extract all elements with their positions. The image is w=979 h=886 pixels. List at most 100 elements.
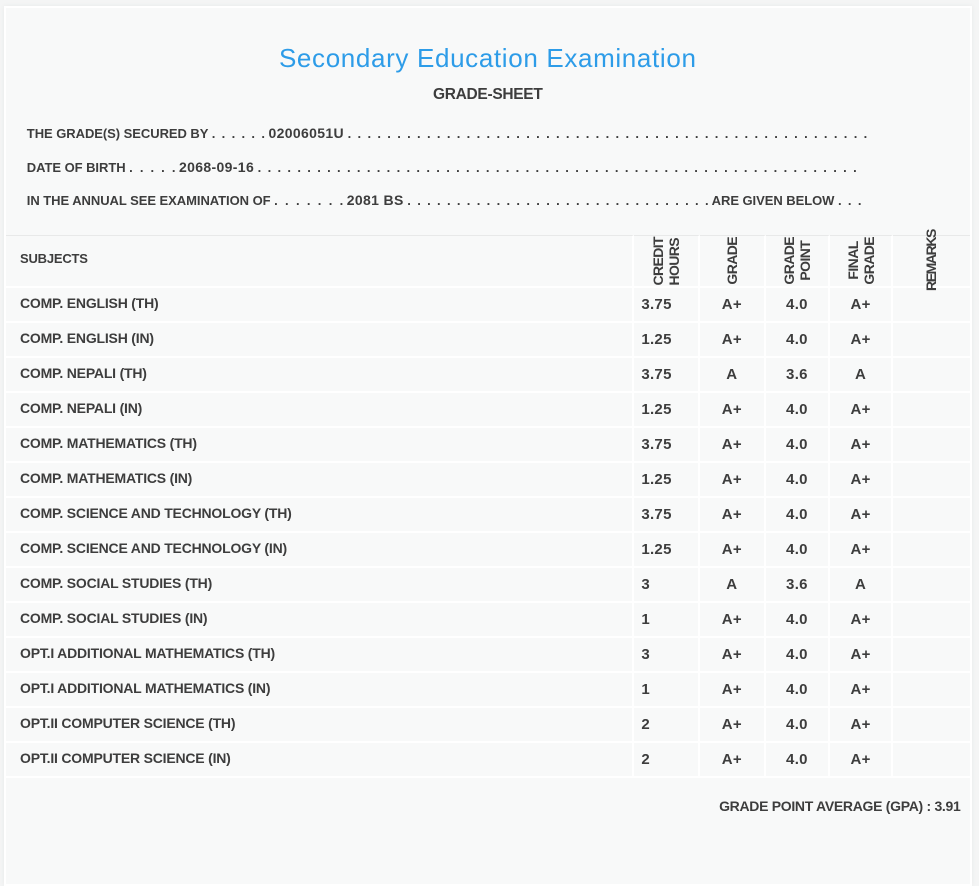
- grade-cell: A+: [699, 497, 767, 533]
- grade-cell: A+: [699, 672, 767, 708]
- subject-cell: OPT.II COMPUTER SCIENCE (IN): [6, 742, 635, 778]
- grade-cell: A+: [699, 322, 767, 358]
- date-of-birth-line: DATE OF BIRTH . . . . . 2068-09-16 . . .…: [6, 157, 970, 178]
- table-row: OPT.II COMPUTER SCIENCE (IN) 2 A+ 4.0 A+: [6, 742, 970, 778]
- final-grade-cell: A+: [829, 497, 894, 533]
- final-grade-cell: A+: [829, 637, 894, 673]
- subject-cell: COMP. ENGLISH (TH): [6, 287, 635, 323]
- column-header-grade: GRADE: [699, 235, 767, 288]
- table-row: COMP. MATHEMATICS (IN) 1.25 A+ 4.0 A+: [6, 462, 970, 498]
- final-grade-cell: A+: [829, 392, 894, 428]
- grade-cell: A: [699, 567, 767, 603]
- credit-hours-cell: 3: [634, 637, 700, 673]
- gpa-value: 3.91: [934, 798, 961, 815]
- remarks-cell: [893, 463, 970, 498]
- grade-point-cell: 4.0: [766, 287, 830, 323]
- vertical-text-wrap: FINAL GRADE: [844, 237, 877, 285]
- grade-point-cell: 4.0: [766, 532, 830, 568]
- are-given-below-text: ARE GIVEN BELOW: [711, 192, 835, 208]
- final-grade-cell: A: [829, 357, 894, 393]
- grade-table-footer: GRADE POINT AVERAGE (GPA) : 3.91: [6, 778, 970, 848]
- grade-point-cell: 4.0: [766, 602, 830, 638]
- remarks-cell: [893, 568, 970, 603]
- vertical-text-wrap: GRADE POINT: [780, 237, 813, 285]
- remarks-cell: [893, 533, 970, 568]
- credit-hours-cell: 1: [634, 602, 700, 638]
- credit-hours-cell: 1.25: [634, 322, 700, 358]
- subject-cell: OPT.I ADDITIONAL MATHEMATICS (IN): [6, 672, 635, 708]
- grade-cell: A: [699, 357, 767, 393]
- credit-hours-cell: 2: [634, 742, 700, 778]
- column-header-remarks: REMARKS: [893, 230, 970, 292]
- gpa-cell: GRADE POINT AVERAGE (GPA) : 3.91: [6, 778, 970, 848]
- subject-cell: COMP. MATHEMATICS (IN): [6, 462, 635, 498]
- credit-hours-cell: 1.25: [634, 532, 700, 568]
- middle-dots: . . . . . . . . . . . . . . . . . . . . …: [407, 192, 709, 208]
- grade-point-cell: 4.0: [766, 462, 830, 498]
- table-row: COMP. NEPALI (IN) 1.25 A+ 4.0 A+: [6, 392, 970, 428]
- gpa-row: GRADE POINT AVERAGE (GPA) : 3.91: [6, 778, 970, 848]
- remarks-cell: [893, 323, 970, 358]
- leader-dots: . . . . . . .: [274, 192, 344, 208]
- remarks-cell: [893, 498, 970, 533]
- grade-cell: A+: [699, 532, 767, 568]
- table-row: COMP. MATHEMATICS (TH) 3.75 A+ 4.0 A+: [6, 427, 970, 463]
- remarks-cell: [893, 393, 970, 428]
- trailing-dots: . . . . . . . . . . . . . . . . . . . . …: [347, 126, 868, 142]
- subject-cell: COMP. SCIENCE AND TECHNOLOGY (IN): [6, 532, 635, 568]
- credit-hours-cell: 1.25: [634, 392, 700, 428]
- grade-point-cell: 3.6: [766, 567, 830, 603]
- table-row: COMP. SOCIAL STUDIES (IN) 1 A+ 4.0 A+: [6, 602, 970, 638]
- final-grade-cell: A+: [829, 427, 894, 463]
- subject-cell: COMP. ENGLISH (IN): [6, 322, 635, 358]
- gpa-label: GRADE POINT AVERAGE (GPA): [719, 798, 923, 815]
- subject-cell: OPT.II COMPUTER SCIENCE (TH): [6, 707, 635, 743]
- trailing-dots: . . . . . . . . . . . . . . . . . . . . …: [257, 160, 857, 176]
- grade-point-cell: 4.0: [766, 637, 830, 673]
- credit-hours-cell: 3: [634, 567, 700, 603]
- grade-cell: A+: [699, 427, 767, 463]
- credit-hours-cell: 3.75: [634, 287, 700, 323]
- grade-point-cell: 4.0: [766, 392, 830, 428]
- table-row: COMP. ENGLISH (TH) 3.75 A+ 4.0 A+: [6, 287, 970, 323]
- subject-cell: COMP. SOCIAL STUDIES (IN): [6, 602, 635, 638]
- examination-year-line: IN THE ANNUAL SEE EXAMINATION OF . . . .…: [6, 190, 970, 211]
- final-grade-cell: A+: [829, 672, 894, 708]
- remarks-cell: [893, 638, 970, 673]
- grade-table: SUBJECTS CREDIT HOURS GRADE GRADE POINT …: [6, 230, 970, 848]
- final-grade-cell: A+: [829, 707, 894, 743]
- credit-hours-cell: 3.75: [634, 497, 700, 533]
- column-header-credit-hours: CREDIT HOURS: [634, 235, 700, 288]
- leader-dots: . . . . . .: [211, 126, 265, 142]
- gradesheet-subtitle: GRADE-SHEET: [432, 86, 543, 104]
- grade-cell: A+: [699, 392, 767, 428]
- grade-point-cell: 4.0: [766, 497, 830, 533]
- column-header-final-grade: FINAL GRADE: [829, 235, 894, 288]
- gradesheet-card: Secondary Education Examination GRADE-SH…: [4, 6, 972, 886]
- subject-cell: COMP. NEPALI (TH): [6, 357, 635, 393]
- grade-cell: A+: [699, 742, 767, 778]
- table-row: COMP. NEPALI (TH) 3.75 A 3.6 A: [6, 357, 970, 393]
- grade-table-header: SUBJECTS CREDIT HOURS GRADE GRADE POINT …: [6, 230, 970, 292]
- date-of-birth-label: DATE OF BIRTH: [26, 160, 126, 176]
- final-grade-cell: A+: [829, 322, 894, 358]
- remarks-cell: [893, 358, 970, 393]
- vertical-text-wrap: GRADE: [723, 237, 740, 285]
- subject-cell: COMP. NEPALI (IN): [6, 392, 635, 428]
- leader-dots: . . . . .: [129, 160, 176, 176]
- table-row: COMP. SCIENCE AND TECHNOLOGY (IN) 1.25 A+ 4…: [6, 532, 970, 568]
- grade-point-cell: 4.0: [766, 322, 830, 358]
- symbol-number-line: THE GRADE(S) SECURED BY . . . . . . 0200…: [6, 123, 970, 144]
- final-grade-cell: A: [829, 567, 894, 603]
- credit-hours-cell: 3.75: [634, 427, 700, 463]
- subject-cell: OPT.I ADDITIONAL MATHEMATICS (TH): [6, 637, 635, 673]
- credit-hours-cell: 1.25: [634, 462, 700, 498]
- grade-point-cell: 4.0: [766, 742, 830, 778]
- final-grade-cell: A+: [829, 532, 894, 568]
- vertical-text-wrap: REMARKS: [923, 230, 940, 292]
- examination-year-value: 2081 BS: [346, 191, 404, 208]
- credit-hours-cell: 2: [634, 707, 700, 743]
- symbol-number-label: THE GRADE(S) SECURED BY: [26, 126, 209, 142]
- gpa-separator: :: [926, 798, 931, 815]
- grade-point-cell: 3.6: [766, 357, 830, 393]
